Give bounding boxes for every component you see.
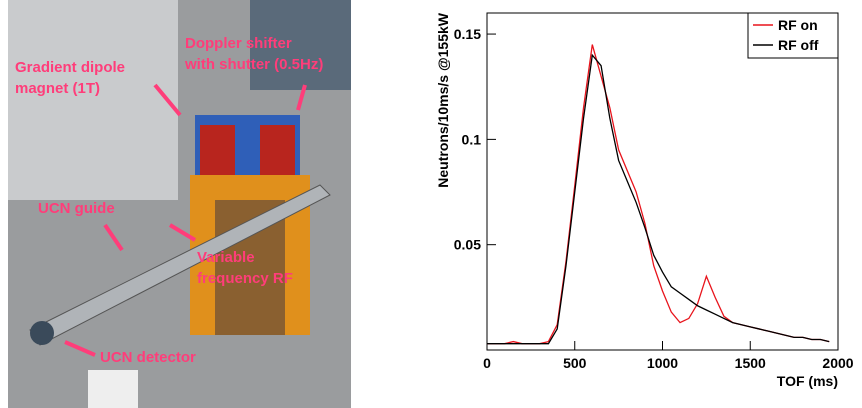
photo xyxy=(8,0,351,408)
series-line xyxy=(487,53,830,345)
annotation: magnet (1T) xyxy=(15,80,100,97)
y-tick-label: 0.15 xyxy=(454,26,481,42)
arrow xyxy=(64,340,96,357)
annotation: Gradient dipole xyxy=(15,59,125,76)
wall xyxy=(8,0,178,200)
arrows xyxy=(64,83,307,357)
y-tick-label: 0.05 xyxy=(454,237,481,253)
arrow xyxy=(168,223,197,242)
arrow xyxy=(296,84,307,111)
series-line xyxy=(487,44,830,345)
plot-frame xyxy=(486,12,839,351)
x-axis-title: TOF (ms) xyxy=(777,373,838,389)
annotation: with shutter (0.5Hz) xyxy=(184,56,323,73)
x-tick-label: 1500 xyxy=(735,355,766,371)
legend-label: RF on xyxy=(778,17,818,33)
x-tick-label: 0 xyxy=(483,355,491,371)
annotation: Variable xyxy=(197,249,255,266)
detector xyxy=(30,321,54,345)
y-tick-label: 0.1 xyxy=(462,131,482,147)
arrow xyxy=(103,223,124,252)
annotation: frequency RF xyxy=(197,270,293,287)
x-tick-label: 2000 xyxy=(822,355,853,371)
annotation: Doppler shifter xyxy=(185,35,292,52)
x-tick-label: 500 xyxy=(563,355,587,371)
legend-label: RF off xyxy=(778,37,819,53)
annotation: UCN detector xyxy=(100,349,196,366)
y-axis-title: Neutrons/10ms/s @155kW xyxy=(435,12,451,188)
box xyxy=(88,370,138,408)
wall-dark xyxy=(250,0,351,90)
arrow xyxy=(153,83,182,117)
annotation: UCN guide xyxy=(38,200,115,217)
legend-box xyxy=(747,12,839,59)
x-tick-label: 1000 xyxy=(647,355,678,371)
